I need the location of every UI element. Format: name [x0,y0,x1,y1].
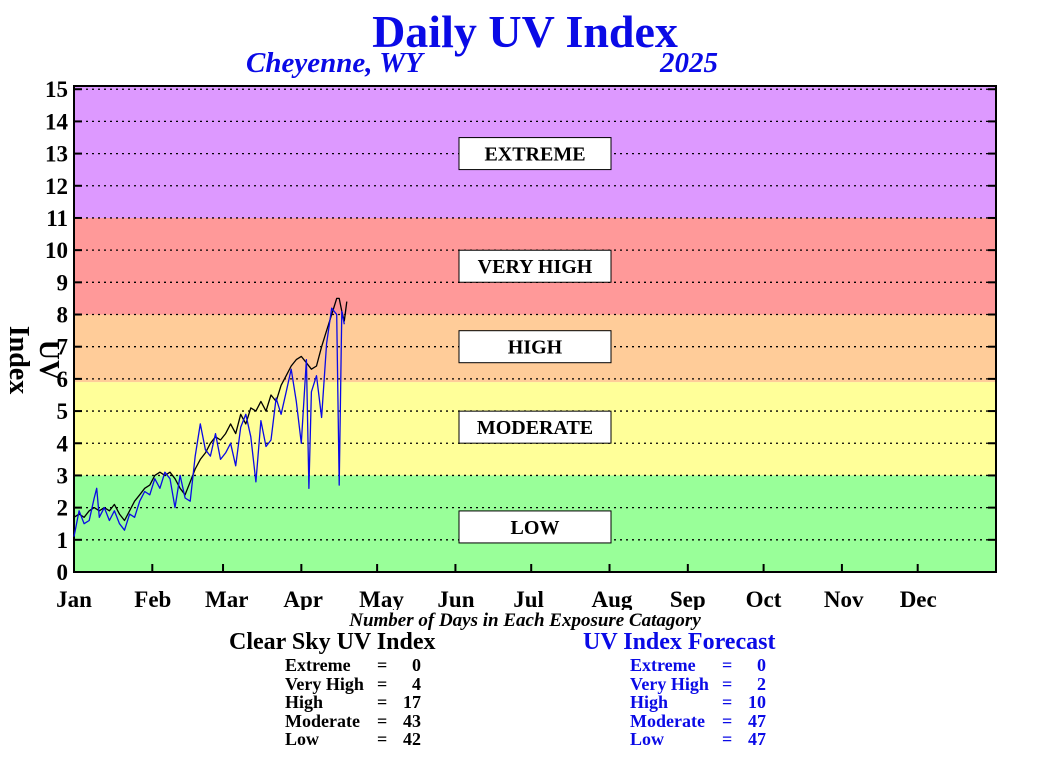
summary-label: Very High [630,673,709,694]
plot-frame [73,85,997,573]
y-tick-label: 15 [45,77,68,102]
x-tick-label: Apr [283,587,323,610]
summary-value: 43 [403,710,421,731]
band-label: MODERATE [477,417,593,439]
forecast-row-extreme: Extreme = 0 [630,655,766,675]
forecast-row-low: Low = 47 [630,729,766,749]
summary-value: 2 [757,673,766,694]
x-tick-label: Feb [134,587,171,610]
footer-caption: Number of Days in Each Exposure Catagory [349,610,701,631]
band-label-box [458,249,612,283]
x-tick-label: Oct [746,587,782,610]
summary-value: 0 [757,655,766,675]
summary-label: Extreme [285,655,351,675]
x-tick-label: May [359,587,404,610]
y-tick-label: 6 [57,367,69,392]
y-tick-label: 4 [57,431,69,456]
x-tick-label: Dec [900,587,937,610]
band-label-box [458,410,612,444]
band-label: LOW [511,517,560,539]
band-label: VERY HIGH [478,256,593,278]
summary-value: 17 [403,692,421,712]
y-tick-label: 2 [57,496,69,521]
summary-label: High [630,692,669,712]
summary-label: Moderate [630,710,705,731]
summary-value: 0 [412,655,421,675]
summary-label: Low [285,729,320,749]
y-tick-label: 0 [57,560,69,585]
summary-label: High [285,692,324,712]
y-tick-label: 7 [57,335,69,360]
x-tick-label: Mar [205,587,248,610]
band-label: HIGH [508,337,563,359]
band-label-box [458,510,612,544]
forecast-summary: UV Index Forecast Extreme = 0 Very High = 2 … [583,628,843,749]
y-tick-label: 13 [45,142,68,167]
x-tick-label: Aug [592,587,633,610]
y-tick-label: 10 [45,238,68,263]
chart-location: Cheyenne, WY [246,47,423,79]
y-tick-label: 1 [57,528,69,553]
clear-sky-row-high: High = 17 [285,692,421,712]
summary-label: Moderate [285,710,360,731]
y-tick-label: 5 [57,399,69,424]
forecast-row-very-high: Very High = 2 [630,673,766,694]
band-label-box [458,330,612,364]
band-label: EXTREME [484,144,585,166]
clear-sky-row-extreme: Extreme = 0 [285,655,421,675]
clear-sky-summary: Clear Sky UV Index Extreme = 0 Very High = 4… [229,628,489,749]
x-tick-label: Sep [670,587,706,610]
clear-sky-row-moderate: Moderate = 43 [285,710,421,731]
forecast-series-line [73,307,345,537]
y-tick-label: 12 [45,174,68,199]
x-tick-label: Nov [824,587,864,610]
summary-value: 10 [748,692,766,712]
y-tick-label: 8 [57,303,69,328]
clear-sky-summary-title: Clear Sky UV Index [229,629,436,655]
summary-label: Extreme [630,655,696,675]
chart-title: Daily UV Index [372,6,678,57]
y-tick-label: 11 [46,206,68,231]
y-tick-label: 14 [45,109,69,134]
clear-sky-row-low: Low = 42 [285,729,421,749]
summary-value: 47 [748,729,766,749]
summary-value: 42 [403,729,421,749]
clear-sky-row-very-high: Very High = 4 [285,673,421,694]
forecast-row-high: High = 10 [630,692,766,712]
summary-label: Very High [285,673,364,694]
x-tick-label: Jan [56,587,92,610]
chart-year: 2025 [660,47,718,79]
y-tick-label: 3 [57,463,69,488]
band-label-box [458,137,612,171]
summary-label: Low [630,729,665,749]
forecast-summary-title: UV Index Forecast [583,629,776,655]
summary-value: 47 [748,710,766,731]
summary-value: 4 [412,673,421,694]
x-tick-label: Jun [437,587,474,610]
x-tick-label: Jul [513,587,544,610]
forecast-row-moderate: Moderate = 47 [630,710,766,731]
y-tick-label: 9 [57,270,69,295]
